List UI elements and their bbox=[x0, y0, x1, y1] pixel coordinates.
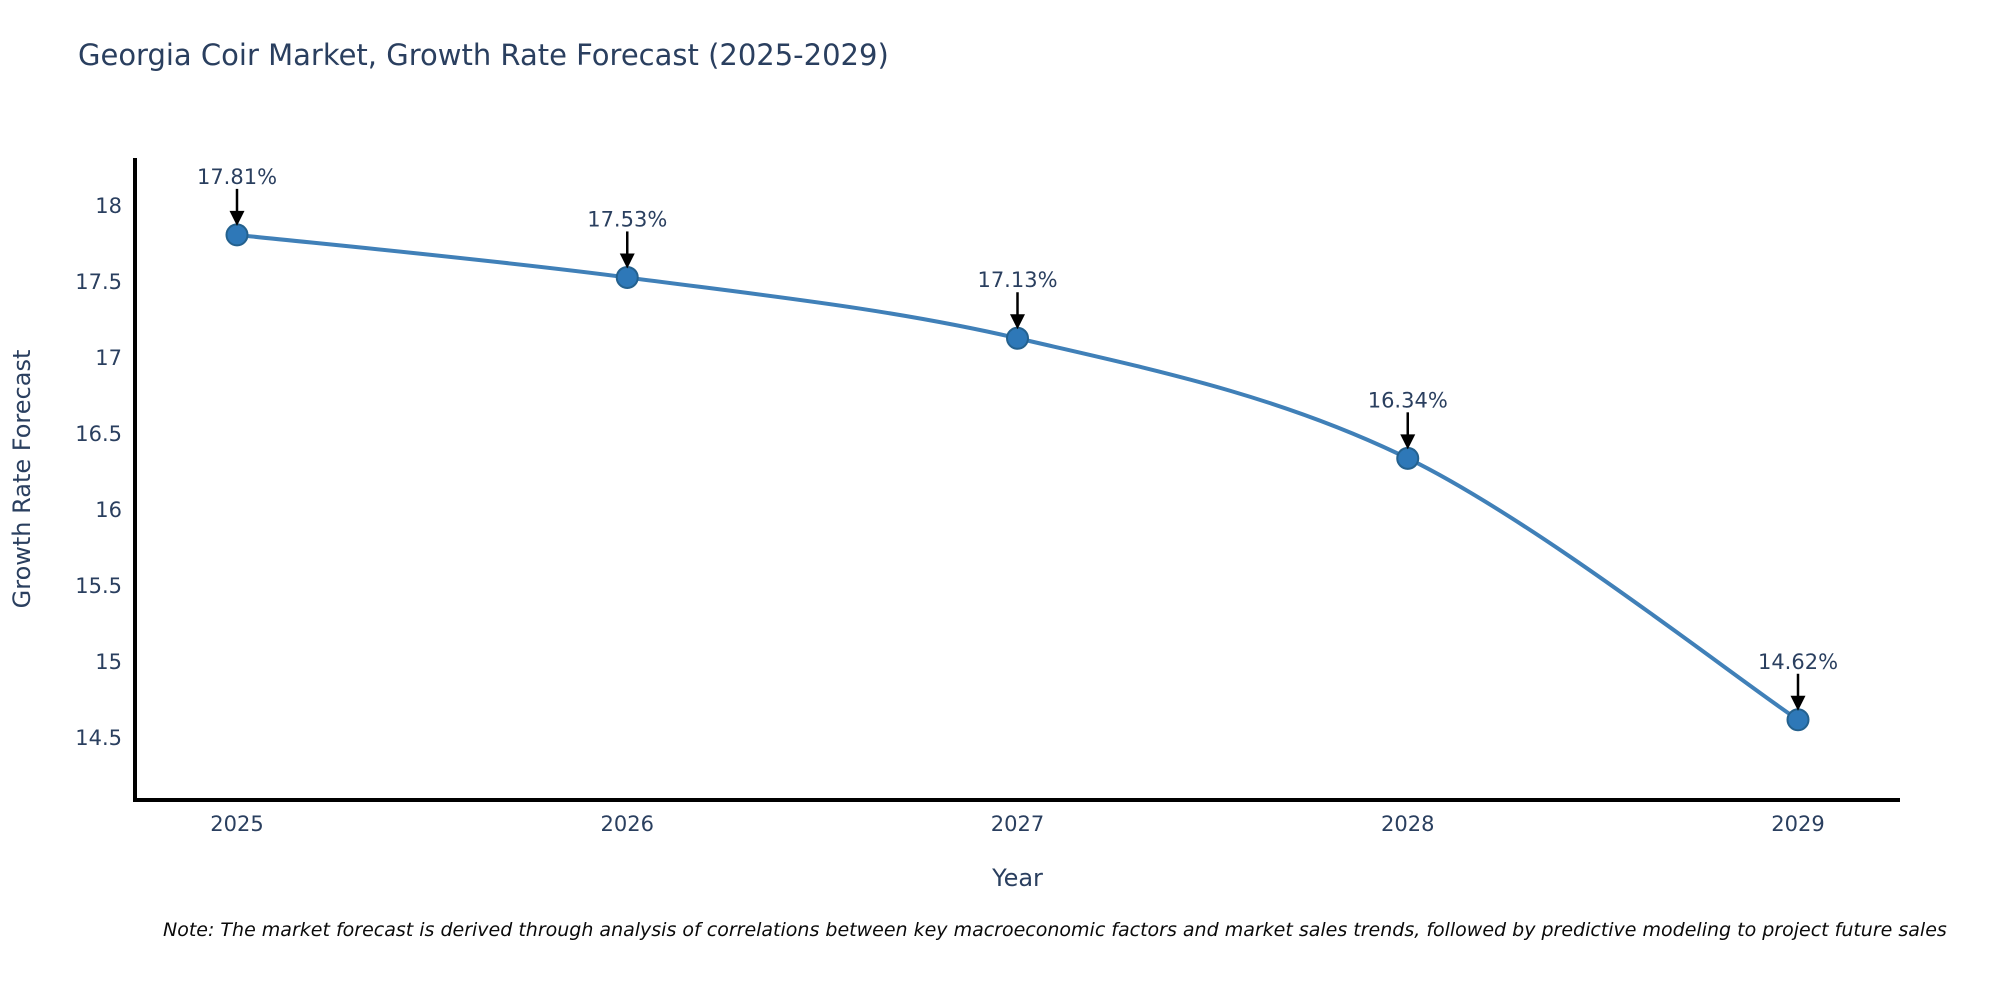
y-tick-label: 14.5 bbox=[75, 726, 122, 750]
x-tick-label: 2028 bbox=[1381, 812, 1434, 836]
data-point-marker bbox=[1786, 708, 1810, 732]
x-tick-label: 2029 bbox=[1771, 812, 1824, 836]
y-tick-label: 18 bbox=[95, 194, 122, 218]
annotation-label: 17.13% bbox=[977, 268, 1057, 292]
footnote: Note: The market forecast is derived thr… bbox=[163, 919, 1947, 941]
annotation-label: 17.53% bbox=[587, 207, 667, 231]
x-axis-title: Year bbox=[991, 864, 1043, 892]
y-tick-label: 16.5 bbox=[75, 422, 122, 446]
annotation-arrowhead bbox=[229, 210, 245, 226]
axes-spine bbox=[133, 158, 1900, 802]
data-point-marker bbox=[615, 265, 639, 289]
annotation-arrowhead bbox=[1790, 695, 1806, 711]
annotation-arrowhead bbox=[619, 253, 635, 269]
y-tick-label: 17 bbox=[95, 346, 122, 370]
data-point-marker bbox=[1006, 326, 1029, 350]
annotation-label: 16.34% bbox=[1368, 388, 1448, 412]
y-tick-label: 17.5 bbox=[75, 270, 122, 294]
annotation-label: 14.62% bbox=[1758, 650, 1838, 674]
annotation-arrowhead bbox=[1010, 314, 1025, 330]
x-tick-label: 2026 bbox=[601, 812, 654, 836]
x-tick-label: 2027 bbox=[991, 812, 1044, 836]
data-point-marker bbox=[1396, 446, 1420, 470]
data-point-marker bbox=[225, 223, 249, 247]
annotation-label: 17.81% bbox=[197, 165, 277, 189]
x-tick-label: 2025 bbox=[210, 812, 263, 836]
y-tick-label: 15.5 bbox=[75, 574, 122, 598]
y-tick-label: 15 bbox=[95, 650, 122, 674]
y-axis-title: Growth Rate Forecast bbox=[8, 350, 36, 609]
y-tick-label: 16 bbox=[95, 498, 122, 522]
chart-title: Georgia Coir Market, Growth Rate Forecas… bbox=[78, 38, 889, 72]
annotation-arrowhead bbox=[1400, 434, 1416, 450]
